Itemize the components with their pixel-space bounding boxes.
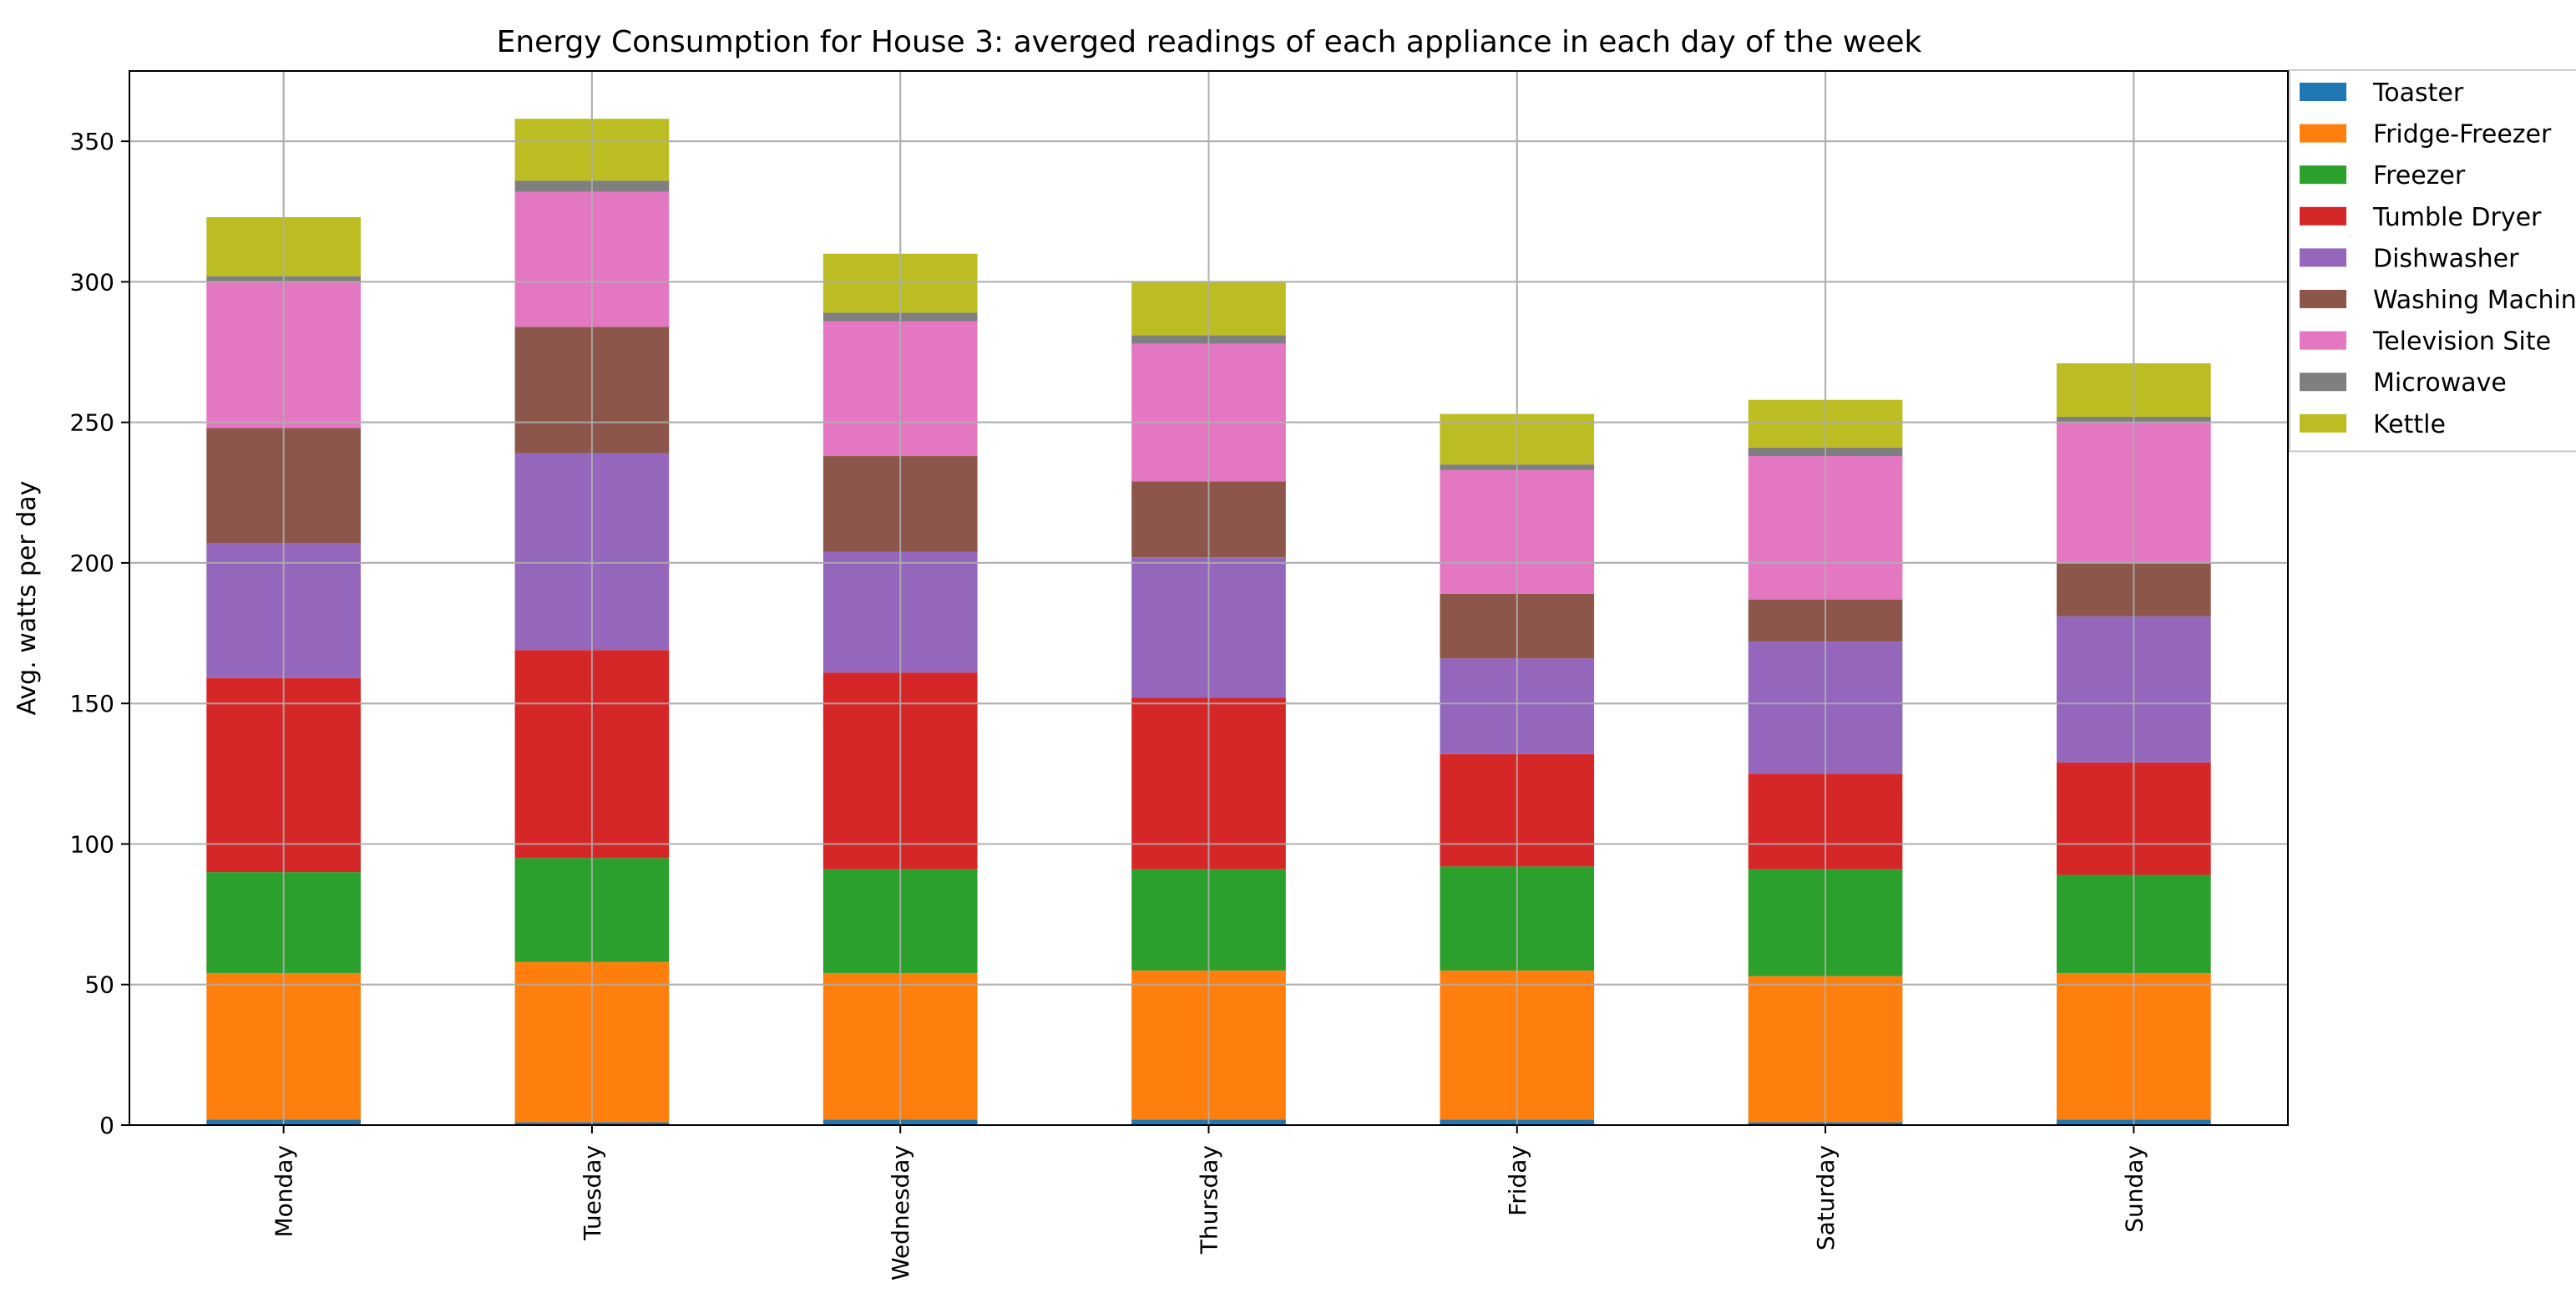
y-tick-label: 350 xyxy=(70,128,114,155)
y-tick-label: 200 xyxy=(70,550,114,577)
y-tick-label: 50 xyxy=(84,971,114,999)
legend-entry: Tumble Dryer xyxy=(2372,203,2542,232)
legend-entry: Dishwasher xyxy=(2373,244,2519,273)
legend-swatch xyxy=(2300,206,2346,226)
legend-swatch xyxy=(2300,373,2346,392)
x-tick-label: Sunday xyxy=(2120,1145,2148,1233)
legend-entry: Microwave xyxy=(2373,368,2507,398)
y-tick-label: 250 xyxy=(70,409,114,437)
gridlines-overlay xyxy=(129,71,2288,1126)
y-tick-label: 300 xyxy=(70,268,114,296)
y-tick-label: 150 xyxy=(70,690,114,717)
y-axis-label: Avg. watts per day xyxy=(13,481,42,716)
legend-entry: Kettle xyxy=(2373,410,2446,439)
legend-entry: Fridge-Freezer xyxy=(2373,120,2552,150)
legend-entry: Washing Machine xyxy=(2373,286,2576,315)
legend-swatch xyxy=(2300,290,2346,308)
x-tick-label: Tuesday xyxy=(579,1145,606,1241)
x-tick-label: Thursday xyxy=(1196,1145,1223,1255)
legend-swatch xyxy=(2300,83,2346,101)
x-tick-label: Wednesday xyxy=(887,1145,914,1280)
legend-swatch xyxy=(2300,124,2346,143)
legend-entry: Toaster xyxy=(2372,79,2464,108)
legend-swatch xyxy=(2300,331,2346,350)
y-axis-ticks: 0 50 100 150 200 250 300 350 xyxy=(70,128,129,1139)
x-tick-label: Saturday xyxy=(1812,1145,1840,1250)
legend-swatch xyxy=(2300,165,2346,185)
legend-swatch xyxy=(2300,248,2346,267)
legend-entry: Television Site xyxy=(2372,327,2551,357)
legend-swatch xyxy=(2300,413,2346,433)
x-axis-ticks: Monday Tuesday Wednesday Thursday Friday Satu… xyxy=(271,1125,2148,1280)
legend: Toaster Fridge-Freezer Freezer Tumble Dryer… xyxy=(2289,69,2576,453)
y-tick-label: 0 xyxy=(99,1112,114,1139)
chart-title: Energy Consumption for House 3: averged … xyxy=(497,25,1922,59)
legend-entry: Freezer xyxy=(2373,161,2466,190)
y-tick-label: 100 xyxy=(70,830,114,858)
x-tick-label: Friday xyxy=(1504,1145,1531,1216)
x-tick-label: Monday xyxy=(271,1145,298,1238)
